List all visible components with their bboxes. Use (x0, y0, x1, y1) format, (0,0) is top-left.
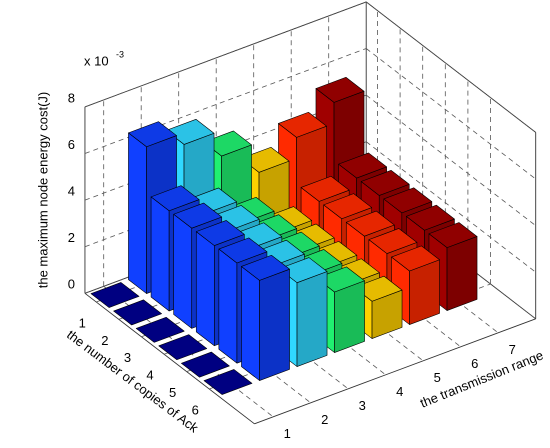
bar-top-face (90, 282, 140, 308)
x-tick-label: 1 (284, 426, 291, 441)
axis-edge (254, 318, 536, 425)
bar-top-face (195, 220, 245, 246)
bar-front-face (334, 280, 365, 353)
bar-front-face (259, 268, 290, 381)
bar-left-face (241, 266, 260, 381)
bar-top-face (345, 210, 395, 237)
x-tick-label: 6 (471, 356, 478, 371)
bar-top-face (181, 351, 230, 378)
bar-top-face (278, 111, 327, 138)
y-tick-label: 6 (192, 402, 199, 417)
x-tick-label: 4 (396, 384, 403, 399)
multiplier: x 10 (84, 53, 109, 68)
x-tick-label: 2 (321, 412, 328, 427)
bar-top-face (165, 119, 215, 145)
bar-top-face (428, 222, 478, 248)
bar-top-face (240, 146, 290, 173)
grid-line (365, 48, 536, 180)
bar (181, 351, 230, 378)
bar-top-face (315, 76, 365, 103)
bar-top-face (218, 237, 268, 264)
bar-top-face (316, 266, 365, 293)
z-tick-label: 4 (68, 184, 75, 199)
bar-left-face (128, 132, 147, 294)
bar-top-face (128, 121, 177, 148)
bar (158, 334, 208, 361)
bar-left-face (150, 196, 170, 312)
x-tick-label: 7 (509, 342, 516, 357)
bar-top-face (300, 175, 350, 202)
bar-top-face (150, 185, 200, 212)
y-tick-label: 5 (169, 385, 176, 400)
bar (113, 299, 162, 326)
z-tick-label: 6 (68, 137, 75, 152)
x-tick-label: 5 (434, 370, 441, 385)
z-tick-label: 2 (68, 230, 75, 245)
bars (90, 76, 478, 395)
y-tick-label: 2 (101, 333, 108, 348)
z-axis-label: the maximum node energy cost(J) (35, 92, 50, 289)
bar-top-face (383, 187, 433, 214)
bar-front-face (296, 271, 328, 367)
bar-top-face (406, 204, 455, 231)
bar-top-face (338, 152, 387, 179)
bar (316, 266, 365, 353)
bar-top-face (203, 369, 253, 395)
axis-edge (84, 1, 367, 108)
axis-edge (365, 1, 536, 133)
z-tick-label: 0 (68, 277, 75, 292)
bar (241, 254, 290, 381)
bar-left-face (173, 213, 193, 329)
bar-top-face (368, 228, 418, 254)
bar-top-face (158, 334, 208, 361)
bar-top-face (353, 275, 403, 302)
x-tick-label: 3 (359, 398, 366, 413)
multiplier-exponent: -3 (116, 49, 124, 59)
bar-top-face (135, 316, 185, 343)
y-tick-label: 1 (79, 315, 86, 330)
axis-edge (84, 292, 255, 425)
bar-left-face (218, 248, 238, 364)
bar (90, 282, 140, 308)
bar (135, 316, 185, 343)
bar-left-face (195, 231, 215, 347)
bar-top-face (278, 257, 328, 283)
bar-front-face (446, 236, 478, 311)
y-tick-label: 3 (124, 350, 131, 365)
bar-top-face (173, 202, 223, 229)
bar-top-face (323, 193, 373, 220)
bar-top-face (241, 254, 290, 281)
bar-top-face (391, 245, 440, 272)
bar-top-face (360, 170, 410, 196)
y-tick-label: 4 (146, 368, 153, 383)
bar (203, 369, 253, 395)
bar-top-face (113, 299, 162, 326)
z-tick-label: 8 (68, 90, 75, 105)
bar-top-face (203, 130, 252, 157)
